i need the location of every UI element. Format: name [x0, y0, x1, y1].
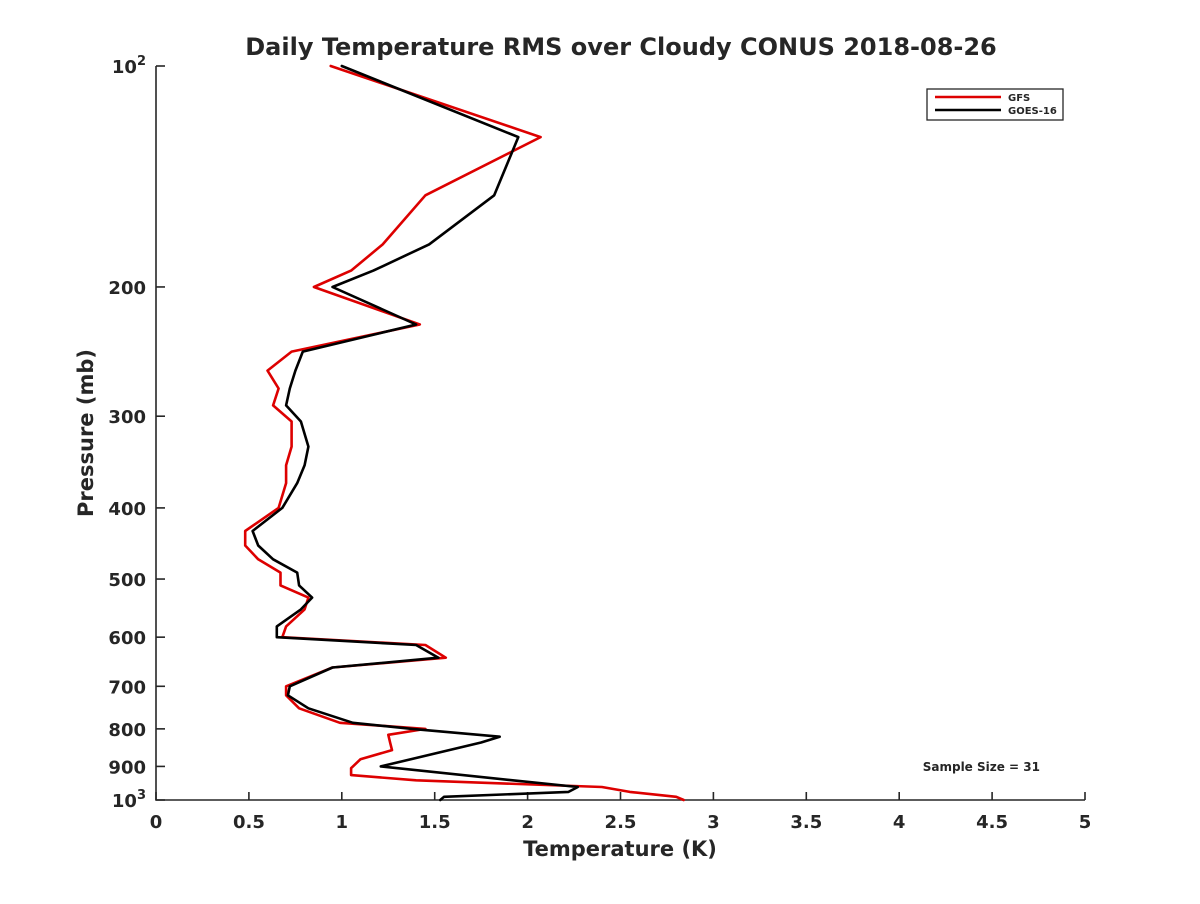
x-tick-label: 0 — [150, 812, 163, 833]
y-axis-ticks: 102 200 300 400 500 600 700 800 900 103 — [108, 54, 165, 812]
y-tick-label: 700 — [108, 677, 146, 698]
y-tick-label: 200 — [108, 278, 146, 299]
x-tick-label: 3.5 — [790, 812, 822, 833]
y-tick-label: 900 — [108, 757, 146, 778]
legend-label-goes16: GOES-16 — [1008, 106, 1057, 117]
x-tick-label: 1.5 — [419, 812, 451, 833]
x-tick-label: 2.5 — [605, 812, 637, 833]
legend-label-gfs: GFS — [1008, 93, 1030, 104]
x-axis-ticks: 0 0.5 1 1.5 2 2.5 3 3.5 4 4.5 5 — [150, 792, 1092, 833]
x-tick-label: 0.5 — [233, 812, 265, 833]
series-lines — [243, 64, 686, 802]
y-tick-label: 500 — [108, 570, 146, 591]
y-tick-label: 600 — [108, 628, 146, 649]
series-line-goes16 — [251, 64, 580, 802]
x-axis-label: Temperature (K) — [523, 837, 717, 861]
x-tick-label: 1 — [336, 812, 349, 833]
x-tick-label: 4.5 — [976, 812, 1008, 833]
legend: GFS GOES-16 — [926, 88, 1064, 121]
y-tick-label: 300 — [108, 407, 146, 428]
legend-box — [926, 88, 1064, 121]
y-tick-label: 103 — [112, 788, 146, 812]
chart-title: Daily Temperature RMS over Cloudy CONUS … — [245, 33, 997, 61]
x-tick-label: 5 — [1079, 812, 1092, 833]
x-tick-label: 3 — [707, 812, 720, 833]
plot-area: 0 0.5 1 1.5 2 2.5 3 3.5 4 4.5 5 102 200 300 400 500 600… — [108, 54, 1091, 833]
x-tick-label: 2 — [521, 812, 534, 833]
x-tick-label: 4 — [893, 812, 906, 833]
y-tick-label: 800 — [108, 720, 146, 741]
y-axis-label: Pressure (mb) — [74, 349, 98, 517]
y-tick-label: 400 — [108, 499, 146, 520]
sample-size-annotation: Sample Size = 31 — [923, 760, 1040, 774]
y-tick-label: 102 — [112, 54, 146, 78]
